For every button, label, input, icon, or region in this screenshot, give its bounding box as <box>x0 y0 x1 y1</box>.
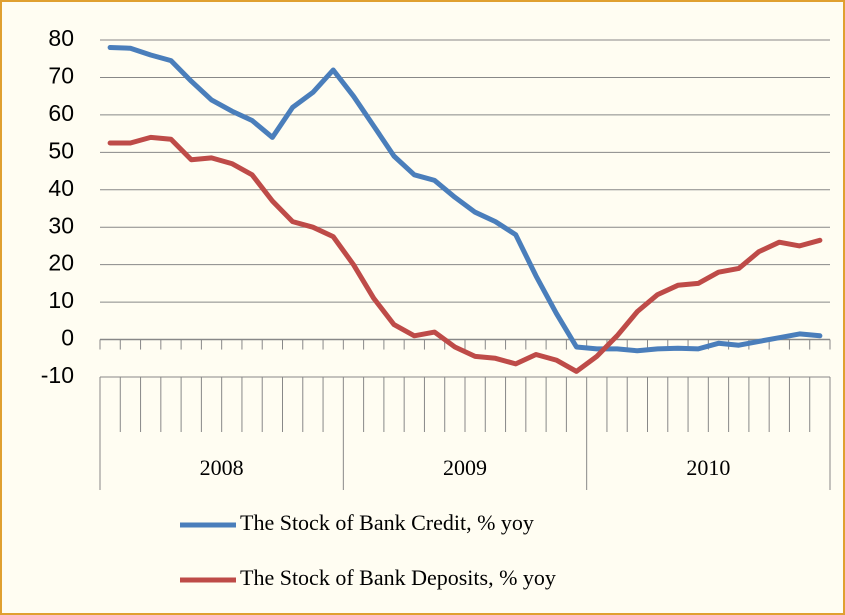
legend-label: The Stock of Bank Credit, % yoy <box>240 510 534 535</box>
y-tick-label: 50 <box>48 137 74 163</box>
x-group-label: 2009 <box>443 455 487 480</box>
y-tick-label: 80 <box>48 25 74 51</box>
y-tick-label: 20 <box>48 250 74 276</box>
y-tick-label: 40 <box>48 175 74 201</box>
y-tick-label: -10 <box>41 362 74 388</box>
legend-label: The Stock of Bank Deposits, % yoy <box>240 565 556 590</box>
x-group-label: 2010 <box>686 455 730 480</box>
x-group-label: 2008 <box>200 455 244 480</box>
series-line <box>107 45 823 354</box>
y-tick-label: 10 <box>48 287 74 313</box>
y-tick-label: 30 <box>48 212 74 238</box>
y-tick-label: 60 <box>48 100 74 126</box>
y-tick-label: 0 <box>61 325 74 351</box>
y-tick-label: 70 <box>48 63 74 89</box>
series-line <box>107 134 823 374</box>
